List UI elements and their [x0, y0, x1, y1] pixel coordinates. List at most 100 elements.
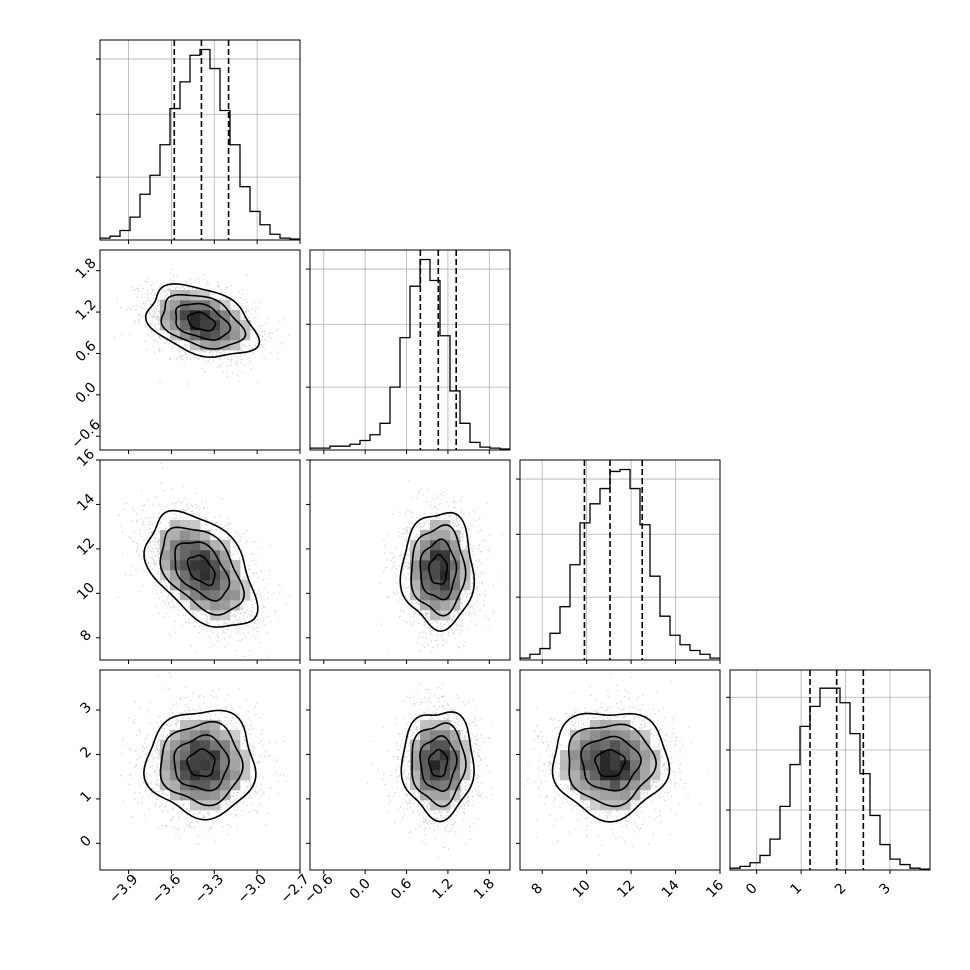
x-tick-label: 8 — [529, 880, 547, 898]
density-cell — [200, 550, 211, 561]
x-tick-label: 1.2 — [430, 876, 457, 903]
density-cell — [630, 760, 641, 771]
density-cell — [420, 580, 431, 591]
density-cell — [640, 750, 651, 761]
density-cell — [190, 560, 201, 571]
x-tick-label: 3 — [876, 880, 894, 898]
density-cell — [460, 550, 471, 561]
contour-line — [551, 712, 671, 823]
density-cell — [440, 570, 451, 581]
density-cell — [190, 300, 201, 311]
density-cell — [230, 330, 241, 341]
density-cell — [590, 730, 601, 741]
density-cell — [630, 790, 641, 801]
density-cell — [610, 800, 621, 811]
density-cell — [200, 750, 211, 761]
density-cell — [450, 560, 461, 571]
density-cell — [440, 560, 451, 571]
density-cell — [600, 730, 611, 741]
contour-line — [159, 526, 246, 616]
contour-line — [186, 554, 216, 587]
density-cell — [410, 570, 421, 581]
density-cell — [200, 290, 211, 301]
panel-content — [367, 683, 494, 858]
density-cell — [620, 750, 631, 761]
density-cell — [230, 310, 241, 321]
density-cell — [200, 330, 211, 341]
density-cell — [220, 760, 231, 771]
density-cell — [180, 520, 191, 531]
density-cell — [200, 320, 211, 331]
density-cell — [570, 780, 581, 791]
density-cell — [190, 320, 201, 331]
density-cell — [240, 580, 251, 591]
density-cell — [420, 540, 431, 551]
x-tick-label: 1 — [787, 880, 805, 898]
density-cell — [210, 770, 221, 781]
density-cell — [440, 550, 451, 561]
y-tick-label: 1 — [77, 788, 95, 806]
density-cell — [590, 790, 601, 801]
density-cell — [200, 740, 211, 751]
density-cell — [210, 600, 221, 611]
density-cell — [650, 770, 661, 781]
panel-content — [120, 672, 287, 845]
density-cell — [220, 320, 231, 331]
density-cell — [420, 570, 431, 581]
density-cell — [210, 580, 221, 591]
density-cell — [590, 770, 601, 781]
density-cell — [420, 750, 431, 761]
density-cell — [200, 340, 211, 351]
panel-content — [100, 40, 300, 240]
density-cell — [410, 550, 421, 561]
panel-1-1 — [306, 249, 511, 454]
density-cell — [180, 580, 191, 591]
panel-content — [730, 670, 930, 870]
density-cell — [180, 560, 191, 571]
density-cell — [190, 570, 201, 581]
density-cell — [220, 750, 231, 761]
density-cell — [180, 310, 191, 321]
density-cell — [440, 590, 451, 601]
histogram-3 — [730, 687, 930, 870]
density-cell — [220, 560, 231, 571]
x-tick-label: 0.6 — [388, 876, 415, 903]
density-cell — [170, 790, 181, 801]
density-cell — [580, 780, 591, 791]
density-cell — [570, 730, 581, 741]
panel-content — [520, 460, 720, 660]
density-cell — [430, 730, 441, 741]
density-cell — [440, 790, 451, 801]
y-tick-label: 14 — [74, 491, 98, 515]
density-cell — [430, 530, 441, 541]
density-cell — [220, 770, 231, 781]
density-cell — [170, 300, 181, 311]
density-cell — [160, 560, 171, 571]
density-cell — [430, 600, 441, 611]
density-cell — [170, 310, 181, 321]
contour-line — [143, 509, 259, 628]
density-cell — [440, 540, 451, 551]
panel-frame — [309, 459, 511, 661]
density-cell — [190, 580, 201, 591]
density-cell — [190, 590, 201, 601]
contour-line — [144, 283, 261, 359]
density-cell — [210, 340, 221, 351]
density-cell — [220, 580, 231, 591]
density-cell — [430, 560, 441, 571]
density-cell — [230, 730, 241, 741]
x-tick-label: −3.6 — [149, 871, 184, 906]
density-cell — [230, 340, 241, 351]
x-tick-label: 0 — [743, 880, 761, 898]
y-tick-label: 3 — [77, 699, 95, 717]
density-cell — [560, 770, 571, 781]
density-cell — [630, 740, 641, 751]
panel-3-1: −0.6 0.0 0.6 1.2 1.8 — [301, 669, 511, 907]
density-cell — [200, 560, 211, 571]
density-cell — [190, 760, 201, 771]
y-tick-label: 8 — [77, 627, 95, 645]
density-cell — [440, 600, 451, 611]
x-tick-label: −3.0 — [235, 871, 270, 906]
